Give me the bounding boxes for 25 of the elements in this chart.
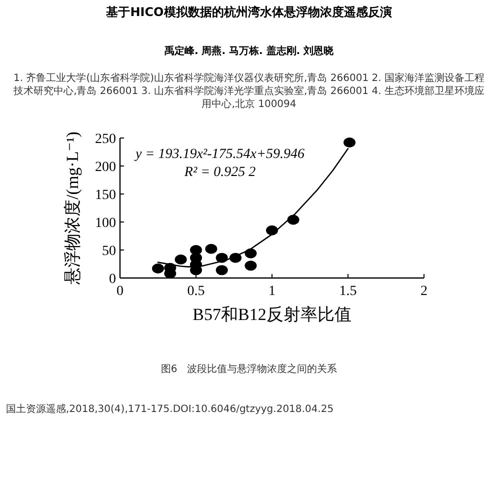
x-tick-label: 2 <box>420 284 428 299</box>
point <box>152 263 164 274</box>
y-tick-label: 0 <box>109 272 116 287</box>
caption: 图6 波段比值与悬浮物浓度之间的关系 <box>160 362 338 376</box>
y-tick-label: 200 <box>95 160 116 175</box>
point <box>216 265 228 276</box>
text: 国土资源遥感,2018,30(4),171-175.DOI:10.6046/gtzyyg.2018.04.25 <box>6 402 335 416</box>
y-axis-title: 悬浮物浓度/(mg·L⁻¹) <box>63 132 82 286</box>
y-tick-label: 250 <box>95 132 116 147</box>
point <box>205 244 218 254</box>
point <box>244 260 257 271</box>
chart-title: 基于HICO模拟数据的杭州湾水体悬浮物浓度遥感反演 <box>105 4 393 21</box>
x-tick-label: 0.5 <box>187 284 205 299</box>
text: 1. 齐鲁工业大学(山东省科学院)山东省科学院海洋仪器仪表研究所,青岛 266001 2. 国家海洋监测设备工程技术研究中心,青岛 266001 3. 山东省科学院海洋光学重点实验室,青岛 266001 4. 生态环境部卫星环境应用中心,北京 100094 <box>12 72 486 111</box>
x-tick-label: 1.5 <box>339 284 357 299</box>
point <box>344 137 356 148</box>
chart-subtitle: 禹定峰. 周燕. 马万栋. 盖志刚. 刘恩晓 <box>163 44 335 58</box>
annotation: y = 193.19x²-175.54x+59.946 <box>134 147 304 162</box>
point <box>174 254 187 265</box>
y-tick-label: 50 <box>102 244 116 259</box>
x-axis-title: B57和B12反射率比值 <box>192 305 352 324</box>
x-tick-label: 1 <box>268 284 276 299</box>
annotation: R² = 0.925 2 <box>183 165 256 180</box>
y-tick-label: 150 <box>95 188 116 203</box>
y-tick-label: 100 <box>95 216 116 231</box>
